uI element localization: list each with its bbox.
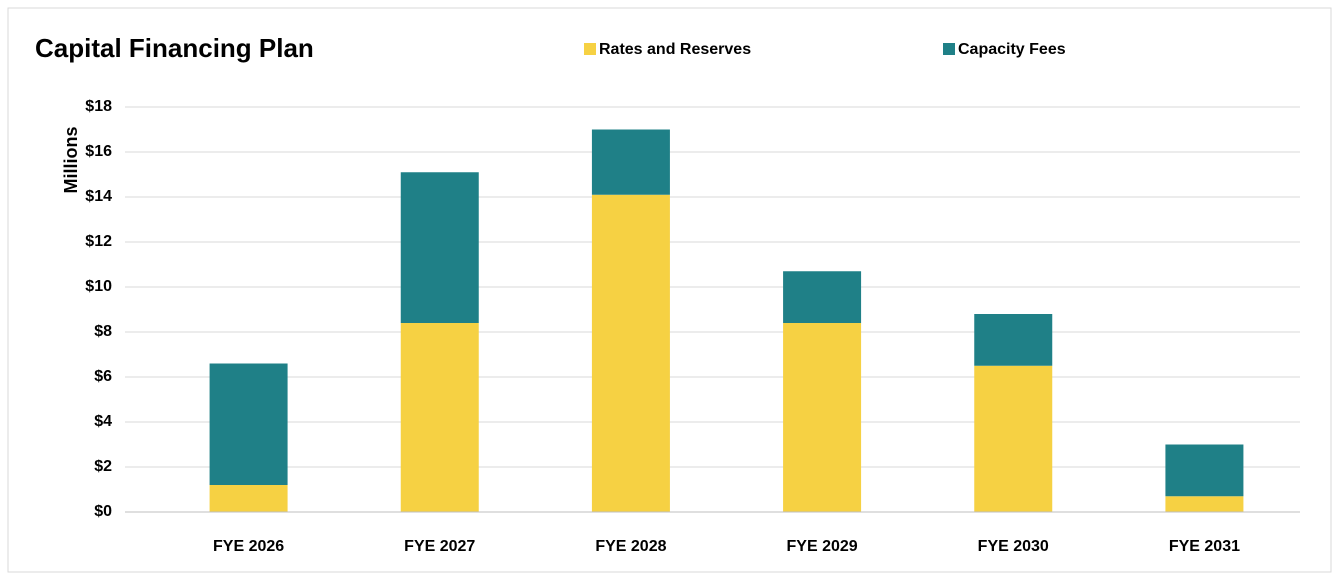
bar-segment [1165,444,1244,497]
legend-swatch [584,43,596,55]
legend-label: Capacity Fees [958,41,1066,58]
chart-title: Capital Financing Plan [35,33,314,63]
x-tick-label: FYE 2030 [978,538,1049,555]
bar-segment [591,129,670,195]
y-tick-label: $16 [85,143,112,160]
bar-segment [209,363,288,485]
bar-segment [974,365,1053,512]
legend-swatch [943,43,955,55]
bar-segment [400,172,479,323]
y-tick-label: $14 [85,188,112,205]
x-tick-label: FYE 2031 [1169,538,1240,555]
y-tick-label: $8 [94,323,112,340]
legend-label: Rates and Reserves [599,41,751,58]
x-tick-label: FYE 2026 [213,538,284,555]
bar-segment [783,271,862,323]
bar-segment [591,194,670,512]
bar-segment [209,485,288,512]
y-tick-label: $18 [85,98,112,115]
y-tick-label: $10 [85,278,112,295]
y-tick-label: $0 [94,503,112,520]
y-tick-label: $12 [85,233,112,250]
y-tick-label: $6 [94,368,112,385]
x-tick-label: FYE 2027 [404,538,475,555]
bar-segment [974,314,1053,366]
bar-segment [783,323,862,512]
x-tick-label: FYE 2028 [595,538,666,555]
bar-segment [400,323,479,512]
bar-segment [1165,496,1244,512]
x-tick-label: FYE 2029 [787,538,858,555]
y-axis-label: Millions [61,127,81,194]
y-tick-label: $2 [94,458,112,475]
y-tick-label: $4 [94,413,112,430]
